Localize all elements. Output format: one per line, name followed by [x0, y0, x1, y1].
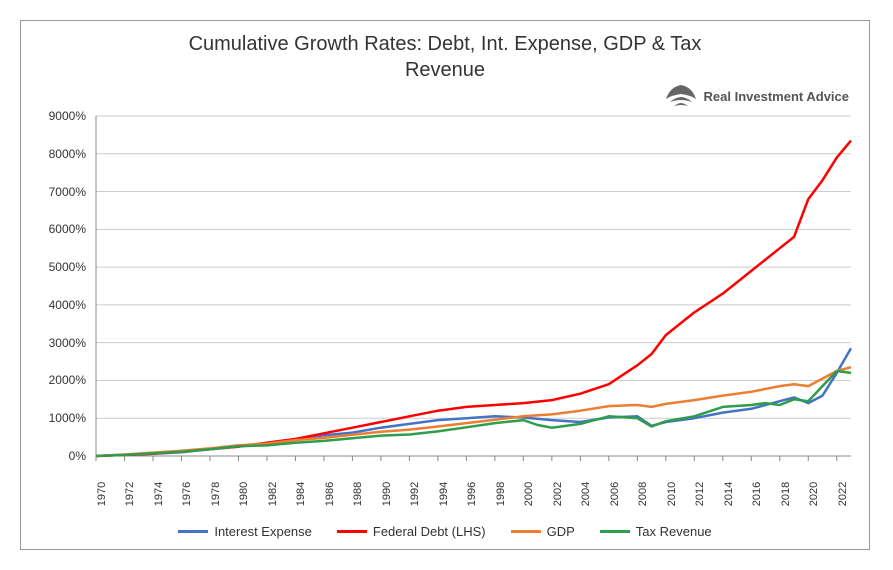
legend: Interest Expense Federal Debt (LHS) GDP Tax…: [21, 524, 869, 539]
x-label: 1996: [466, 482, 478, 506]
x-label: 1998: [495, 482, 507, 506]
y-label: 5000%: [49, 260, 86, 274]
y-label: 3000%: [49, 336, 86, 350]
series-tax-revenue: [96, 371, 851, 456]
x-label: 1984: [295, 482, 307, 506]
x-label: 2006: [609, 482, 621, 506]
y-label: 7000%: [49, 185, 86, 199]
chart-container: Cumulative Growth Rates: Debt, Int. Expe…: [20, 20, 870, 550]
eagle-icon: [664, 81, 698, 111]
y-label: 0%: [69, 449, 86, 463]
legend-item: Interest Expense: [178, 524, 312, 539]
series-lines: [96, 141, 851, 456]
legend-swatch: [511, 530, 541, 533]
x-label: 1976: [181, 482, 193, 506]
legend-label: Interest Expense: [214, 524, 312, 539]
legend-item: Federal Debt (LHS): [337, 524, 486, 539]
chart-svg: [96, 116, 851, 456]
title-line2: Revenue: [405, 59, 485, 81]
x-label: 2000: [523, 482, 535, 506]
x-label: 2008: [637, 482, 649, 506]
x-label: 1986: [324, 482, 336, 506]
x-label: 1972: [124, 482, 136, 506]
x-label: 2004: [580, 482, 592, 506]
x-label: 2010: [666, 482, 678, 506]
chart-title: Cumulative Growth Rates: Debt, Int. Expe…: [21, 21, 869, 83]
x-label: 1988: [352, 482, 364, 506]
legend-label: GDP: [547, 524, 575, 539]
series-interest-expense: [96, 348, 851, 456]
series-federal-debt-(lhs): [96, 141, 851, 456]
x-label: 1970: [96, 482, 108, 506]
x-label: 2014: [723, 482, 735, 506]
x-label: 1974: [153, 482, 165, 506]
legend-swatch: [600, 530, 630, 533]
x-axis: 1970 1972 1974 1976 1978 1980 1982 1984 1986 1988…: [96, 459, 851, 514]
legend-swatch: [178, 530, 208, 533]
y-label: 6000%: [49, 222, 86, 236]
legend-label: Tax Revenue: [636, 524, 712, 539]
legend-item: GDP: [511, 524, 575, 539]
x-label: 1978: [210, 482, 222, 506]
x-label: 2016: [751, 482, 763, 506]
y-label: 1000%: [49, 411, 86, 425]
x-label: 2020: [808, 482, 820, 506]
branding-text: Real Investment Advice: [704, 89, 849, 104]
y-label: 8000%: [49, 147, 86, 161]
y-label: 2000%: [49, 373, 86, 387]
x-label: 1980: [238, 482, 250, 506]
x-label: 2018: [780, 482, 792, 506]
x-label: 2002: [552, 482, 564, 506]
legend-label: Federal Debt (LHS): [373, 524, 486, 539]
x-label: 1994: [438, 482, 450, 506]
branding: Real Investment Advice: [664, 81, 849, 111]
y-axis: 0%1000%2000%3000%4000%5000%6000%7000%800…: [21, 116, 91, 456]
legend-item: Tax Revenue: [600, 524, 712, 539]
x-label: 1990: [381, 482, 393, 506]
x-label: 1992: [409, 482, 421, 506]
x-label: 2022: [837, 482, 849, 506]
y-label: 4000%: [49, 298, 86, 312]
x-label: 2012: [694, 482, 706, 506]
y-label: 9000%: [49, 109, 86, 123]
plot-region: [96, 116, 851, 456]
title-line1: Cumulative Growth Rates: Debt, Int. Expe…: [189, 33, 702, 55]
x-label: 1982: [267, 482, 279, 506]
legend-swatch: [337, 530, 367, 533]
